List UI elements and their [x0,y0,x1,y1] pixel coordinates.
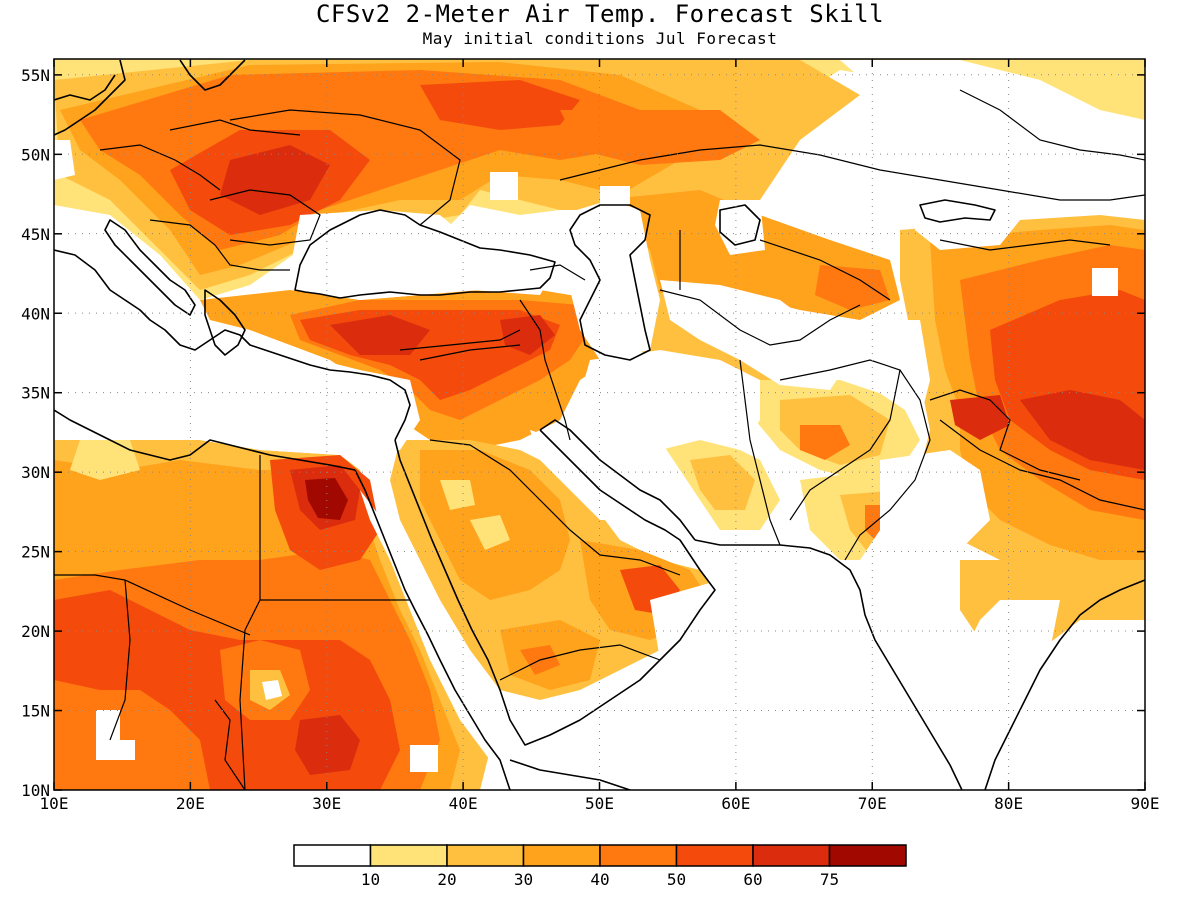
legend-swatch [675,844,754,867]
border-india-china [929,389,1081,481]
scandinavia-coast [179,59,246,91]
mediterranean-north-coast [54,249,411,441]
border-iraq-iran [519,299,571,441]
border-india-nepal [939,419,1145,511]
border-libya-egypt [239,455,261,790]
longitude-axis: 10E 20E 30E 40E 50E 60E 70E 80E 90E [40,59,1160,813]
legend-swatch [522,844,601,867]
arabia-coast [394,429,716,746]
lat-tick-label: 15N [21,702,50,721]
black-sea-coast [294,209,556,299]
color-legend: 10 20 30 40 50 60 75 [293,844,907,889]
italy-coast [104,219,196,316]
lat-tick-label: 30N [21,463,50,482]
border-saudi-yemen [499,644,661,681]
legend-label: 75 [820,870,839,889]
lon-tick-label: 70E [858,794,887,813]
iran-south-coast [694,539,963,790]
baltic-coast [54,59,126,136]
gridlines [54,59,1145,790]
caspian-coast [569,204,651,361]
lon-tick-label: 30E [312,794,341,813]
north-europe-coast [54,74,116,101]
border-romania [209,189,321,246]
lon-tick-label: 10E [40,794,69,813]
border-turkmen [659,289,861,346]
lat-tick-label: 20N [21,622,50,641]
gulf-of-aden-coast [509,759,631,790]
border-china-mongolia [959,89,1145,161]
skill-field [54,59,1145,790]
legend-swatch [446,844,525,867]
legend-swatch [293,844,372,867]
border-kazakh-russia [559,144,1145,201]
persian-gulf-coast [539,419,696,541]
coastlines [54,59,1145,790]
border-saudi [429,439,681,576]
border-kazakh-uzbek [679,230,891,301]
legend-label: 10 [361,870,380,889]
border-chad-libya [124,579,251,636]
legend-label: 60 [743,870,762,889]
lat-tick-label: 10N [21,781,50,800]
border-ukraine [229,109,461,226]
lon-tick-label: 50E [585,794,614,813]
map-subtitle: May initial conditions Jul Forecast [422,29,778,48]
legend-swatch [369,844,448,867]
lon-tick-label: 20E [176,794,205,813]
border-turkey-syria [399,329,521,351]
legend-swatch [752,844,831,867]
border-pak-india [844,369,931,561]
border-china-kazakh [939,239,1111,251]
lat-tick-label: 45N [21,225,50,244]
lat-tick-label: 50N [21,145,50,164]
legend-swatch [599,844,678,867]
legend-label: 40 [590,870,609,889]
legend-label: 50 [667,870,686,889]
lat-tick-label: 40N [21,304,50,323]
legend-swatch [828,844,907,867]
lon-tick-label: 80E [994,794,1023,813]
lake-balkhash [919,199,996,223]
skill-region-white-areas [54,60,1145,790]
red-sea-west-coast [354,469,511,790]
lat-tick-label: 25N [21,543,50,562]
border-poland [99,144,221,191]
lat-tick-label: 55N [21,66,50,85]
legend-label: 20 [437,870,456,889]
border-iran-afghan [739,359,781,546]
legend-label: 30 [514,870,533,889]
lat-tick-label: 35N [21,384,50,403]
border-afghan-pak [779,359,901,521]
lon-tick-label: 60E [721,794,750,813]
aral-sea [719,204,761,246]
skill-region-africa [54,440,490,790]
africa-north-coast [54,409,356,471]
greece-coast [204,289,246,356]
border-belarus [169,119,301,136]
lon-tick-label: 40E [449,794,478,813]
lon-tick-label: 90E [1131,794,1160,813]
india-east-coast [984,579,1145,790]
border-niger-chad [54,574,131,741]
latitude-axis: 10N 15N 20N 25N 30N 35N 40N 45N 50N 55N [21,66,1145,800]
border-balkans [149,219,290,271]
border-iraq-syria [419,344,521,361]
border-caucasus [529,264,586,281]
map-title: CFSv2 2-Meter Air Temp. Forecast Skill [315,0,885,28]
